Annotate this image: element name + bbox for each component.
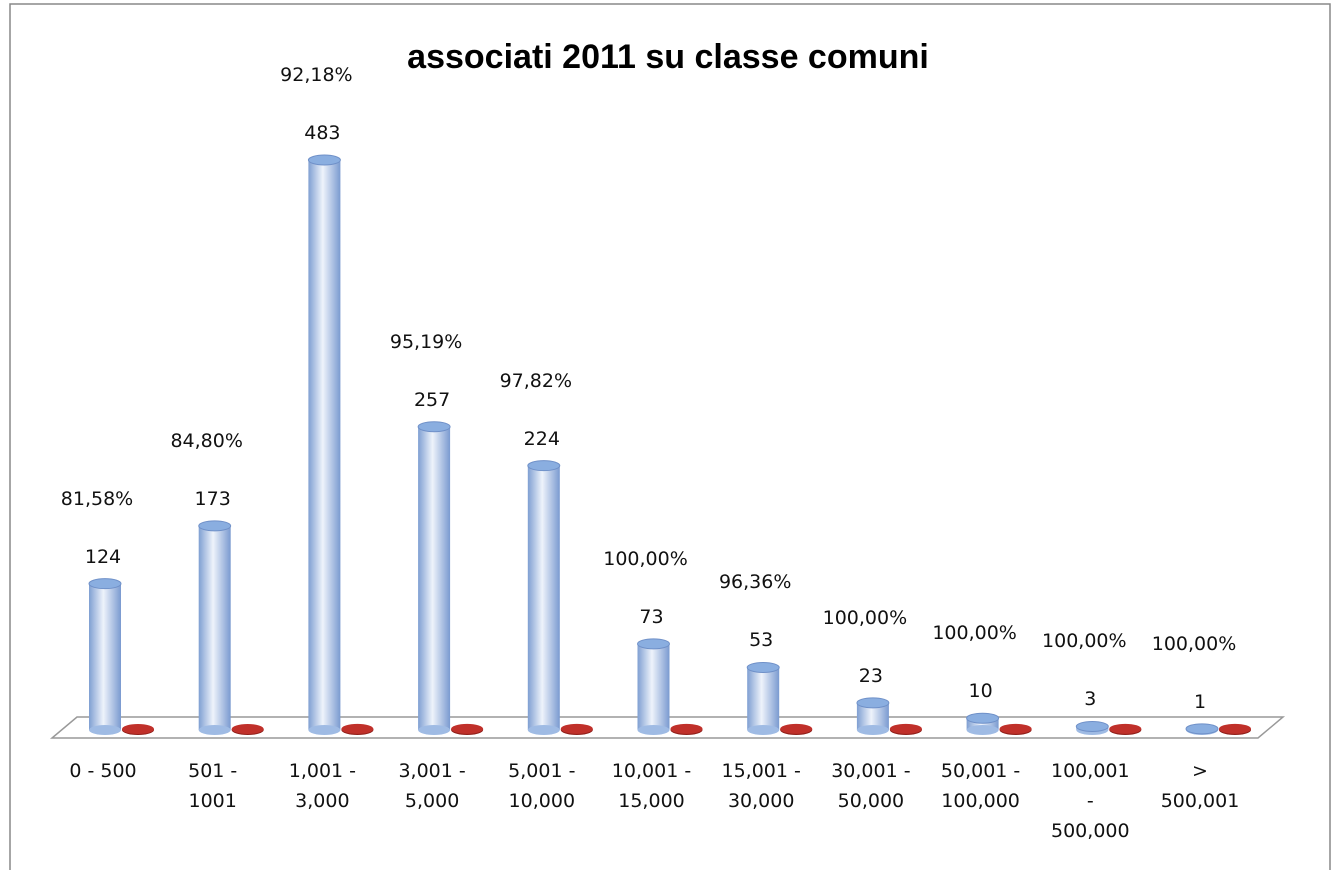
bar bbox=[746, 661, 780, 735]
bar bbox=[1219, 723, 1251, 735]
bar bbox=[999, 723, 1032, 735]
bar-top bbox=[341, 723, 374, 734]
bar-top bbox=[417, 421, 451, 433]
bar-top bbox=[637, 638, 670, 650]
bar-top bbox=[307, 154, 341, 166]
bar-top bbox=[451, 723, 484, 734]
value-label: 1 bbox=[1193, 690, 1207, 713]
bar-body bbox=[637, 643, 670, 730]
value-label: 124 bbox=[84, 545, 122, 568]
bar-top bbox=[999, 723, 1032, 734]
x-tick-label: 1,001 - 3,000 bbox=[288, 760, 357, 812]
bar-base bbox=[418, 725, 451, 735]
bar-top bbox=[1185, 723, 1219, 735]
bar-top bbox=[122, 724, 154, 735]
bar-base bbox=[89, 725, 121, 735]
value-label: 3 bbox=[1084, 688, 1097, 711]
bar-body bbox=[198, 525, 231, 730]
x-tick-label: > 500,001 bbox=[1160, 760, 1240, 812]
bar bbox=[966, 712, 1000, 735]
x-tick-label: 100,001 - 500,000 bbox=[1051, 760, 1130, 842]
value-label: 100,00% bbox=[822, 606, 908, 629]
x-tick-label: 3,001 - 5,000 bbox=[398, 760, 466, 812]
bar bbox=[889, 723, 922, 735]
value-label: 100,00% bbox=[1151, 632, 1237, 655]
chart-title: associati 2011 su classe comuni bbox=[407, 38, 929, 76]
value-label: 53 bbox=[749, 629, 774, 652]
bar-top bbox=[1219, 723, 1251, 734]
bar bbox=[670, 723, 703, 735]
value-label: 81,58% bbox=[60, 487, 134, 510]
bar bbox=[637, 638, 670, 735]
bar-body bbox=[747, 667, 780, 730]
bar-body bbox=[527, 465, 560, 730]
x-tick-label: 30,001 - 50,000 bbox=[831, 760, 911, 812]
bar-top bbox=[746, 661, 780, 673]
value-label: 97,82% bbox=[499, 369, 573, 392]
value-label: 100,00% bbox=[932, 622, 1017, 645]
chart-frame bbox=[9, 3, 1331, 870]
bar bbox=[417, 421, 451, 735]
bar bbox=[527, 460, 561, 735]
x-tick-label: 10,001 - 15,000 bbox=[611, 760, 692, 812]
bar-top bbox=[670, 723, 703, 734]
bar-top bbox=[966, 712, 1000, 724]
bar bbox=[198, 520, 232, 735]
bar bbox=[1109, 723, 1142, 735]
bar bbox=[341, 723, 374, 735]
value-label: 23 bbox=[858, 664, 883, 687]
value-label: 100,00% bbox=[1042, 630, 1127, 653]
bar bbox=[88, 578, 122, 735]
bar bbox=[1075, 720, 1109, 735]
bar-body bbox=[418, 426, 451, 730]
bar-top bbox=[88, 578, 122, 590]
value-label: 92,18% bbox=[280, 64, 353, 86]
bar bbox=[122, 724, 154, 735]
value-label: 257 bbox=[413, 388, 451, 411]
bar bbox=[1185, 723, 1219, 735]
bar-top bbox=[198, 520, 232, 532]
bar bbox=[780, 723, 813, 735]
value-label: 96,36% bbox=[718, 571, 792, 594]
bar-top bbox=[1109, 723, 1142, 734]
bar bbox=[231, 723, 264, 735]
bar-base bbox=[637, 725, 670, 735]
x-tick-label: 5,001 - 10,000 bbox=[508, 760, 576, 812]
value-label: 95,19% bbox=[389, 330, 463, 353]
bar-top bbox=[527, 460, 561, 472]
bar-base bbox=[198, 725, 231, 735]
bar bbox=[307, 154, 341, 735]
bar-base bbox=[308, 725, 341, 735]
value-label: 483 bbox=[304, 122, 341, 144]
bar-body bbox=[966, 718, 999, 730]
bar-top bbox=[560, 723, 593, 734]
bar-top bbox=[889, 723, 922, 734]
bar-top bbox=[780, 723, 813, 734]
value-label: 84,80% bbox=[170, 429, 243, 452]
x-tick-label: 50,001 - 100,000 bbox=[940, 760, 1021, 812]
bar-base bbox=[966, 725, 999, 735]
bar bbox=[451, 723, 484, 735]
bar-base bbox=[747, 725, 780, 735]
bar-top bbox=[1075, 720, 1109, 732]
bar-base bbox=[856, 725, 889, 735]
bar bbox=[856, 697, 890, 735]
bar-top bbox=[856, 697, 890, 709]
x-tick-label: 501 - 1001 bbox=[188, 760, 238, 812]
x-tick-label: 0 - 500 bbox=[69, 760, 137, 782]
bar-body bbox=[308, 160, 341, 730]
bar bbox=[560, 723, 593, 735]
bar-top bbox=[231, 723, 264, 734]
bar-body bbox=[89, 583, 121, 730]
bar-base bbox=[527, 725, 560, 735]
value-label: 173 bbox=[194, 487, 231, 510]
value-label: 100,00% bbox=[603, 547, 688, 570]
value-label: 10 bbox=[968, 680, 993, 703]
x-tick-label: 15,001 - 30,000 bbox=[721, 760, 801, 812]
value-label: 224 bbox=[523, 427, 560, 450]
value-label: 73 bbox=[639, 605, 664, 628]
